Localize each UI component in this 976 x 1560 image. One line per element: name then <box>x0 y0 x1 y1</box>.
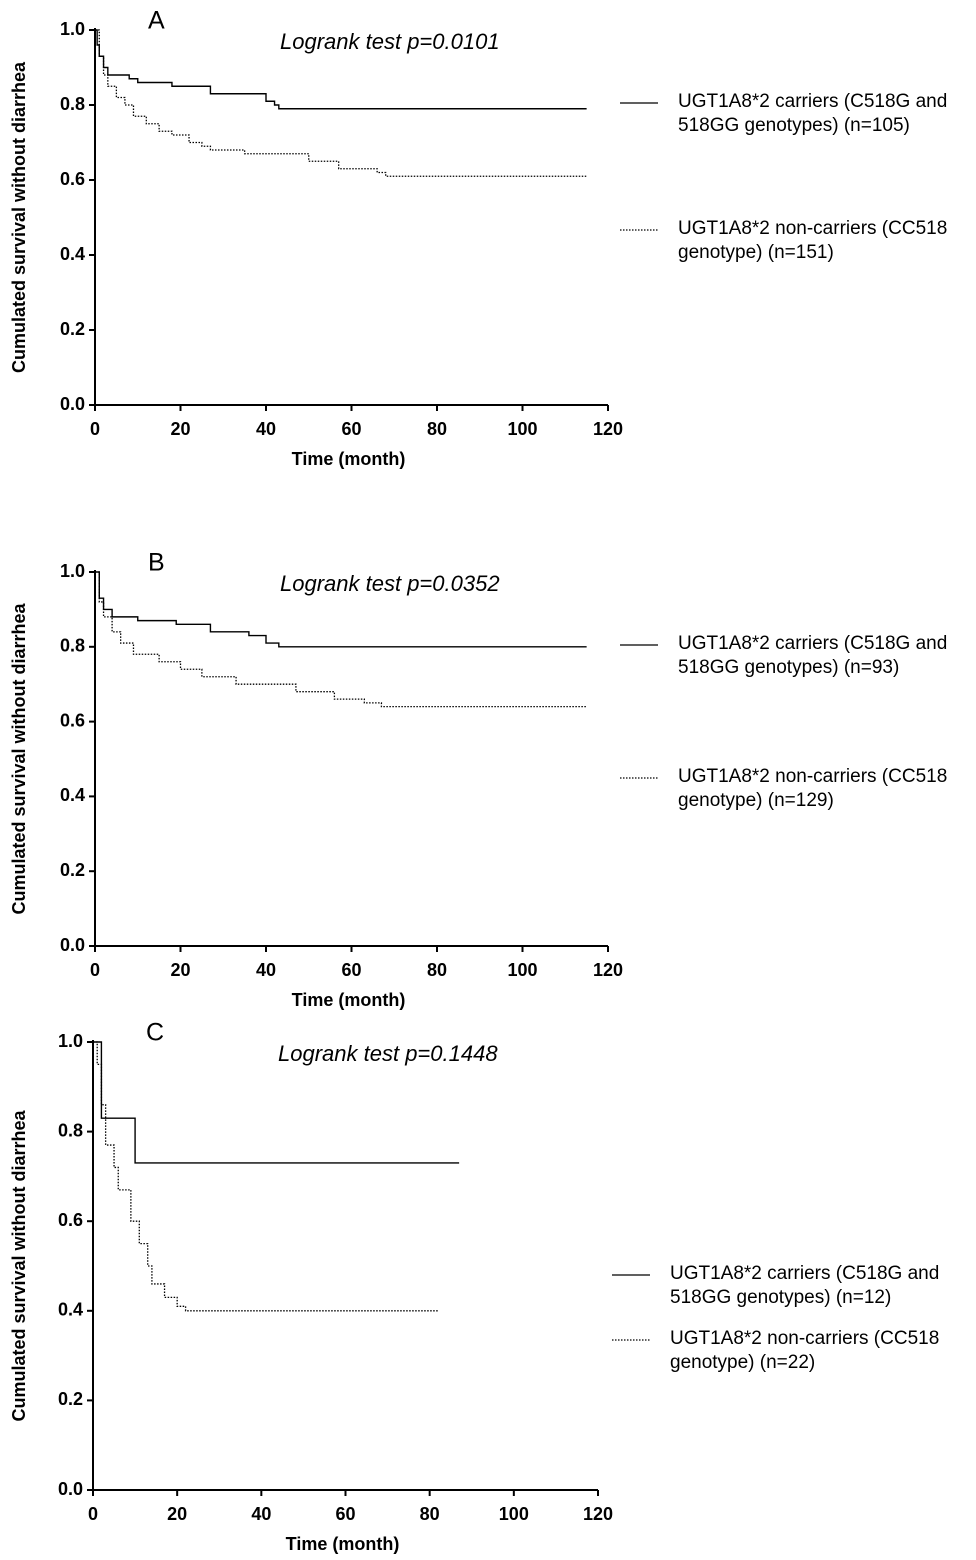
legend-entry: UGT1A8*2 carriers (C518G and 518GG genot… <box>670 1263 940 1308</box>
x-tick-label: 60 <box>341 419 361 439</box>
survival-curve <box>95 29 587 110</box>
y-tick-label: 0.0 <box>60 935 85 955</box>
x-axis-title: Time (month) <box>292 449 406 469</box>
legend-text: UGT1A8*2 non-carriers (CC518 genotype) (… <box>678 766 948 811</box>
panel-label: A <box>148 7 165 35</box>
legend-entry: UGT1A8*2 carriers (C518G and 518GG genot… <box>678 91 948 136</box>
x-tick-label: 120 <box>593 960 623 980</box>
y-tick-label: 0.6 <box>60 169 85 189</box>
legend-text: UGT1A8*2 carriers (C518G and 518GG genot… <box>670 1263 940 1308</box>
legend-text: UGT1A8*2 carriers (C518G and 518GG genot… <box>678 91 948 136</box>
legend-text: UGT1A8*2 non-carriers (CC518 genotype) (… <box>670 1328 940 1373</box>
y-tick-label: 0.4 <box>60 244 85 264</box>
panel-label: C <box>146 1019 164 1047</box>
survival-curve <box>93 1041 439 1312</box>
y-tick-label: 0.2 <box>60 319 85 339</box>
legend-text: UGT1A8*2 non-carriers (CC518 genotype) (… <box>678 218 948 263</box>
y-axis-title: Cumulated survival without diarrhea <box>9 602 29 914</box>
x-tick-label: 60 <box>341 960 361 980</box>
survival-curve <box>95 571 587 648</box>
y-axis-title: Cumulated survival without diarrhea <box>9 61 29 373</box>
x-tick-label: 80 <box>427 419 447 439</box>
x-axis-title: Time (month) <box>292 990 406 1010</box>
x-tick-label: 120 <box>593 419 623 439</box>
x-tick-label: 0 <box>90 960 100 980</box>
x-tick-label: 40 <box>256 419 276 439</box>
x-tick-label: 100 <box>507 960 537 980</box>
survival-curve <box>95 571 587 708</box>
x-tick-label: 60 <box>335 1504 355 1524</box>
y-tick-label: 0.0 <box>58 1479 83 1499</box>
y-axis-title: Cumulated survival without diarrhea <box>9 1109 29 1421</box>
x-tick-label: 20 <box>170 419 190 439</box>
survival-curve <box>95 29 587 177</box>
legend-text: UGT1A8*2 carriers (C518G and 518GG genot… <box>678 633 948 678</box>
y-tick-label: 0.8 <box>60 636 85 656</box>
x-tick-label: 20 <box>167 1504 187 1524</box>
logrank-annotation: Logrank test p=0.0101 <box>280 29 500 54</box>
x-tick-label: 100 <box>507 419 537 439</box>
legend-entry: UGT1A8*2 carriers (C518G and 518GG genot… <box>678 633 948 678</box>
y-tick-label: 0.8 <box>58 1120 83 1140</box>
y-tick-label: 1.0 <box>58 1031 83 1051</box>
x-tick-label: 40 <box>251 1504 271 1524</box>
legend-entry: UGT1A8*2 non-carriers (CC518 genotype) (… <box>678 218 948 263</box>
survival-curve <box>93 1041 460 1164</box>
y-tick-label: 1.0 <box>60 19 85 39</box>
y-tick-label: 0.6 <box>58 1210 83 1230</box>
y-tick-label: 0.6 <box>60 710 85 730</box>
x-tick-label: 40 <box>256 960 276 980</box>
x-tick-label: 80 <box>420 1504 440 1524</box>
x-tick-label: 0 <box>90 419 100 439</box>
panel-label: B <box>148 549 165 577</box>
y-tick-label: 0.0 <box>60 394 85 414</box>
x-tick-label: 100 <box>499 1504 529 1524</box>
x-axis-title: Time (month) <box>286 1534 400 1554</box>
y-tick-label: 0.4 <box>58 1300 83 1320</box>
logrank-annotation: Logrank test p=0.1448 <box>278 1041 498 1066</box>
x-tick-label: 80 <box>427 960 447 980</box>
y-tick-label: 0.8 <box>60 94 85 114</box>
y-tick-label: 0.2 <box>60 860 85 880</box>
legend-entry: UGT1A8*2 non-carriers (CC518 genotype) (… <box>670 1328 940 1373</box>
legend-entry: UGT1A8*2 non-carriers (CC518 genotype) (… <box>678 766 948 811</box>
x-tick-label: 20 <box>170 960 190 980</box>
y-tick-label: 1.0 <box>60 561 85 581</box>
y-tick-label: 0.4 <box>60 785 85 805</box>
logrank-annotation: Logrank test p=0.0352 <box>280 571 500 596</box>
x-tick-label: 0 <box>88 1504 98 1524</box>
y-tick-label: 0.2 <box>58 1389 83 1409</box>
x-tick-label: 120 <box>583 1504 613 1524</box>
